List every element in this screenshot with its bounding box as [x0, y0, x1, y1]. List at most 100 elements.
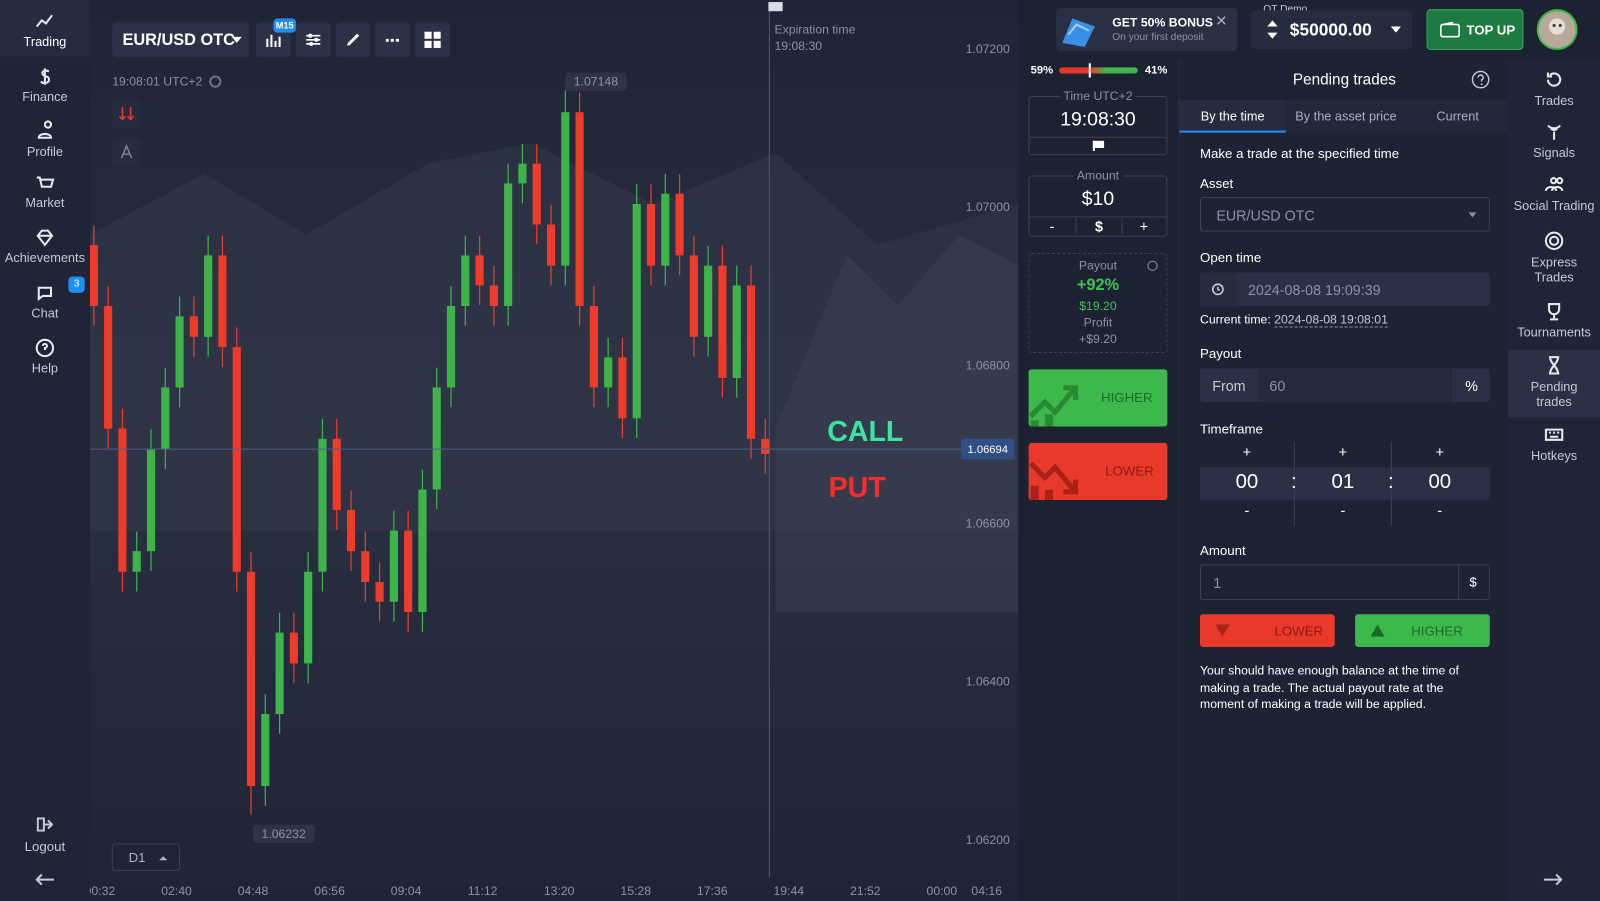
candle-body — [632, 203, 641, 419]
decrement[interactable]: - — [1437, 502, 1443, 519]
sidebar-item[interactable]: Market — [25, 195, 65, 211]
open-time-input[interactable]: 2024-08-08 19:09:39 — [1199, 272, 1490, 307]
decrement[interactable]: - — [1340, 502, 1346, 519]
amount-currency[interactable]: $ — [1075, 218, 1123, 235]
y-tick-label: 1.07200 — [966, 42, 1010, 56]
candle-body — [646, 203, 656, 266]
icon-shape — [1547, 124, 1561, 140]
separator — [1293, 441, 1295, 526]
higher-button[interactable]: HIGHER — [1355, 614, 1490, 647]
amount-value: $10 — [1081, 188, 1115, 211]
candle-body — [304, 571, 313, 664]
increment[interactable]: + — [1338, 443, 1348, 461]
sidebar-item[interactable]: Trading — [23, 34, 67, 49]
candle-body — [375, 581, 384, 602]
nav-item[interactable]: Pending trades — [1530, 379, 1578, 410]
down-icon — [1028, 461, 1079, 500]
close-icon[interactable] — [1217, 16, 1226, 25]
text-tool-button[interactable] — [112, 137, 141, 167]
open-time-label: Open time — [1199, 249, 1262, 266]
increment[interactable]: + — [1242, 443, 1252, 461]
sidebar-item[interactable]: Profile — [26, 144, 63, 160]
increment[interactable]: + — [1435, 443, 1444, 461]
bonus-icon — [1062, 18, 1095, 47]
candle-body — [675, 193, 684, 256]
nav-item[interactable]: Hotkeys — [1531, 448, 1578, 464]
sidebar-item[interactable]: Finance — [22, 89, 68, 105]
candle-body — [146, 449, 156, 552]
indicator-button[interactable] — [112, 98, 141, 128]
flag-icon — [1092, 140, 1105, 152]
current-price-label: 1.06694 — [967, 444, 1008, 456]
asset-label: Asset — [1199, 175, 1234, 191]
indicators-button[interactable] — [295, 22, 331, 58]
x-tick-label: 21:52 — [850, 884, 881, 898]
logout-icon[interactable] — [36, 817, 54, 832]
help-icon[interactable] — [1471, 70, 1490, 89]
separator — [1390, 441, 1392, 526]
nav-icon — [1547, 303, 1561, 321]
sidebar-item[interactable]: Achievements — [4, 251, 85, 266]
icon — [424, 31, 441, 48]
payout-input[interactable]: From 60 % — [1199, 368, 1490, 403]
low-label: 1.06232 — [262, 827, 306, 841]
icon-shape — [1544, 177, 1564, 192]
icon-shape — [1544, 231, 1564, 250]
tab[interactable]: By the time — [1200, 109, 1265, 124]
tab[interactable]: Current — [1436, 109, 1479, 124]
candle-body — [232, 347, 241, 572]
put-annotation: PUT — [829, 472, 887, 504]
candle-body — [489, 285, 498, 306]
lower-button[interactable]: LOWER — [1028, 442, 1168, 500]
amount-input[interactable]: 1 $ — [1199, 564, 1490, 600]
candle-body — [761, 438, 770, 454]
logout[interactable]: Logout — [24, 838, 66, 855]
sidebar-item[interactable]: Help — [31, 361, 59, 376]
current-time-value: 2024-08-08 19:08:01 — [1274, 312, 1388, 328]
timeframe-seconds[interactable]: 00 — [1428, 470, 1452, 493]
nav-item[interactable]: Trades — [1534, 93, 1574, 109]
account-type: QT Demo — [1263, 4, 1307, 15]
candle-body — [718, 265, 727, 378]
amount-minus[interactable]: - — [1049, 218, 1055, 235]
wallet-icon — [1439, 21, 1460, 38]
high-label: 1.07148 — [574, 75, 618, 89]
bonus-banner[interactable]: GET 50% BONUS On your first deposit — [1056, 8, 1238, 52]
amount-box[interactable]: Amount $10 - $ + — [1028, 168, 1168, 237]
divider — [1029, 136, 1167, 138]
nav-item[interactable]: Tournaments — [1517, 325, 1591, 340]
amount-plus[interactable]: + — [1139, 218, 1149, 235]
nav-item[interactable]: Express Trades — [1531, 255, 1578, 285]
time-box[interactable]: Time UTC+2 19:08:30 — [1028, 88, 1168, 156]
timeframe-hours[interactable]: 00 — [1235, 470, 1259, 493]
asset-select[interactable]: EUR/USD OTC — [1199, 196, 1490, 232]
x-tick-label: 13:20 — [544, 884, 575, 898]
amount-label: Amount — [1073, 168, 1123, 183]
balance[interactable]: $50000.00 — [1251, 10, 1413, 49]
sentiment-up: 41% — [1144, 64, 1168, 77]
sidebar-item[interactable]: Chat — [31, 306, 59, 321]
higher-button[interactable]: HIGHER — [1028, 369, 1168, 427]
candle-body — [604, 357, 613, 388]
more-button[interactable] — [375, 22, 411, 58]
nav-item[interactable]: Signals — [1533, 145, 1575, 161]
asset-value: EUR/USD OTC — [1216, 207, 1315, 224]
drawing-button[interactable] — [335, 22, 371, 58]
avatar[interactable] — [1536, 8, 1579, 51]
layout-button[interactable] — [415, 22, 450, 58]
timeframe-button[interactable] — [111, 843, 181, 871]
decrement[interactable]: - — [1244, 502, 1250, 519]
settings-icon[interactable] — [209, 75, 222, 88]
top-up-button[interactable]: TOP UP — [1426, 9, 1524, 50]
call-annotation: CALL — [827, 416, 903, 448]
timeframe-minutes[interactable]: 01 — [1331, 470, 1355, 493]
expand-arrow[interactable] — [1543, 873, 1563, 886]
collapse-arrow[interactable] — [35, 873, 55, 886]
lower-button[interactable]: LOWER — [1199, 614, 1335, 647]
nav-item[interactable]: Social Trading — [1513, 198, 1595, 214]
low-label-box — [253, 824, 315, 844]
asset-selector[interactable]: EUR/USD OTC — [112, 22, 249, 58]
help-icon[interactable] — [1147, 260, 1158, 271]
sentiment-marker — [1088, 63, 1091, 78]
tab[interactable]: By the asset price — [1295, 109, 1397, 124]
